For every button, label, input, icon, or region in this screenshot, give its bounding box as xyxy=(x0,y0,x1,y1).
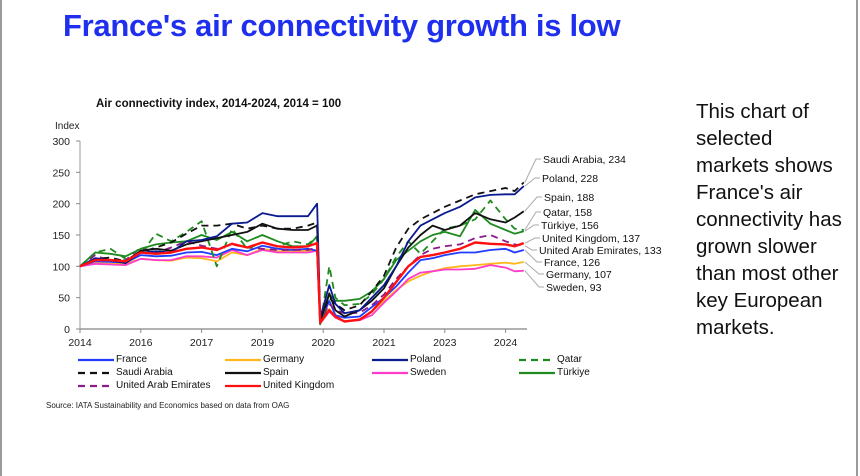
legend-label: Sweden xyxy=(410,367,447,378)
legend-item-poland: Poland xyxy=(372,353,441,366)
leader-line xyxy=(524,249,542,263)
leader-line xyxy=(524,245,537,251)
legend-item-t-rkiye: Türkiye xyxy=(519,366,590,379)
end-label: Qatar, 158 xyxy=(543,207,592,219)
legend-swatch xyxy=(372,358,408,361)
series-line-sweden xyxy=(79,249,524,325)
legend-label: Qatar xyxy=(557,354,583,365)
legend-swatch xyxy=(78,384,114,387)
leader-line xyxy=(524,224,539,232)
series-line-united-kingdom xyxy=(79,241,525,324)
x-tick-label: 2016 xyxy=(129,337,153,349)
legend-swatch xyxy=(78,358,114,361)
leader-line xyxy=(524,270,544,288)
end-label: Türkiye, 156 xyxy=(541,220,599,232)
legend-item-france: France xyxy=(78,353,147,366)
y-tick-label: 0 xyxy=(64,324,70,336)
leader-line xyxy=(524,196,542,212)
end-label: Poland, 228 xyxy=(542,173,598,185)
leader-line xyxy=(524,237,540,244)
leader-line xyxy=(524,177,540,187)
series-line-t-rkiye xyxy=(79,208,525,325)
series-line-united-arab-emirates xyxy=(79,234,524,324)
chart-series xyxy=(79,181,525,327)
y-tick-label: 300 xyxy=(52,136,70,148)
x-tick-label: 2020 xyxy=(312,337,336,349)
y-axis-label: Index xyxy=(55,121,80,132)
slide-border-left xyxy=(0,0,2,476)
legend-swatch xyxy=(519,358,555,361)
end-label: United Kingdom, 137 xyxy=(542,233,640,245)
legend-swatch xyxy=(372,371,408,374)
chart-title: Air connectivity index, 2014-2024, 2014 … xyxy=(96,98,342,110)
legend-item-united-kingdom: United Kingdom xyxy=(225,379,334,392)
end-label: Germany, 107 xyxy=(546,269,612,281)
legend-swatch xyxy=(225,384,261,387)
y-tick-label: 50 xyxy=(58,293,70,305)
legend-swatch xyxy=(78,371,114,374)
series-line-saudi-arabia xyxy=(79,181,525,321)
y-tick-label: 100 xyxy=(52,261,70,273)
legend-item-sweden: Sweden xyxy=(372,366,446,379)
series-line-france xyxy=(79,244,525,324)
legend-swatch xyxy=(519,371,555,374)
end-label: Spain, 188 xyxy=(544,192,594,204)
source-note: Source: IATA Sustainability and Economic… xyxy=(46,401,290,410)
legend-label: Germany xyxy=(263,354,305,365)
end-label: France, 126 xyxy=(544,257,600,269)
legend-label: United Arab Emirates xyxy=(116,380,211,391)
x-tick-label: 2023 xyxy=(433,337,457,349)
legend-label: Poland xyxy=(410,354,442,365)
end-label: United Arab Emirates, 133 xyxy=(539,245,662,257)
slide-title: France's air connectivity growth is low xyxy=(63,8,621,43)
legend-label: France xyxy=(116,354,148,365)
legend-label: United Kingdom xyxy=(263,380,335,391)
end-label: Saudi Arabia, 234 xyxy=(543,154,626,166)
legend-label: Saudi Arabia xyxy=(116,367,173,378)
y-tick-label: 250 xyxy=(52,167,70,179)
legend-item-germany: Germany xyxy=(225,353,304,366)
x-tick-label: 2017 xyxy=(190,337,214,349)
legend-swatch xyxy=(225,358,261,361)
legend-swatch xyxy=(225,371,261,374)
x-tick-label: 2014 xyxy=(68,337,92,349)
legend-label: Türkiye xyxy=(557,367,590,378)
slide-border-right xyxy=(856,0,858,476)
series-line-qatar xyxy=(79,199,524,327)
legend-item-saudi-arabia: Saudi Arabia xyxy=(78,366,173,379)
leader-line xyxy=(524,158,541,183)
side-commentary: This chart of selected markets shows Fra… xyxy=(696,100,842,339)
x-tick-label: 2024 xyxy=(494,337,518,349)
legend-item-united-arab-emirates: United Arab Emirates xyxy=(78,379,211,392)
legend-label: Spain xyxy=(263,367,289,378)
legend-item-spain: Spain xyxy=(225,366,289,379)
y-tick-label: 200 xyxy=(52,199,70,211)
chart-axes: 0 50 100 150 200 250 300 2014 2016 2017 2019 2020 20… xyxy=(52,136,527,349)
y-tick-label: 150 xyxy=(52,230,70,242)
end-label: Sweden, 93 xyxy=(546,282,602,294)
leader-line xyxy=(524,211,541,231)
legend-item-qatar: Qatar xyxy=(519,353,582,366)
x-tick-label: 2019 xyxy=(251,337,275,349)
x-tick-label: 2021 xyxy=(372,337,396,349)
leader-line xyxy=(524,261,544,275)
